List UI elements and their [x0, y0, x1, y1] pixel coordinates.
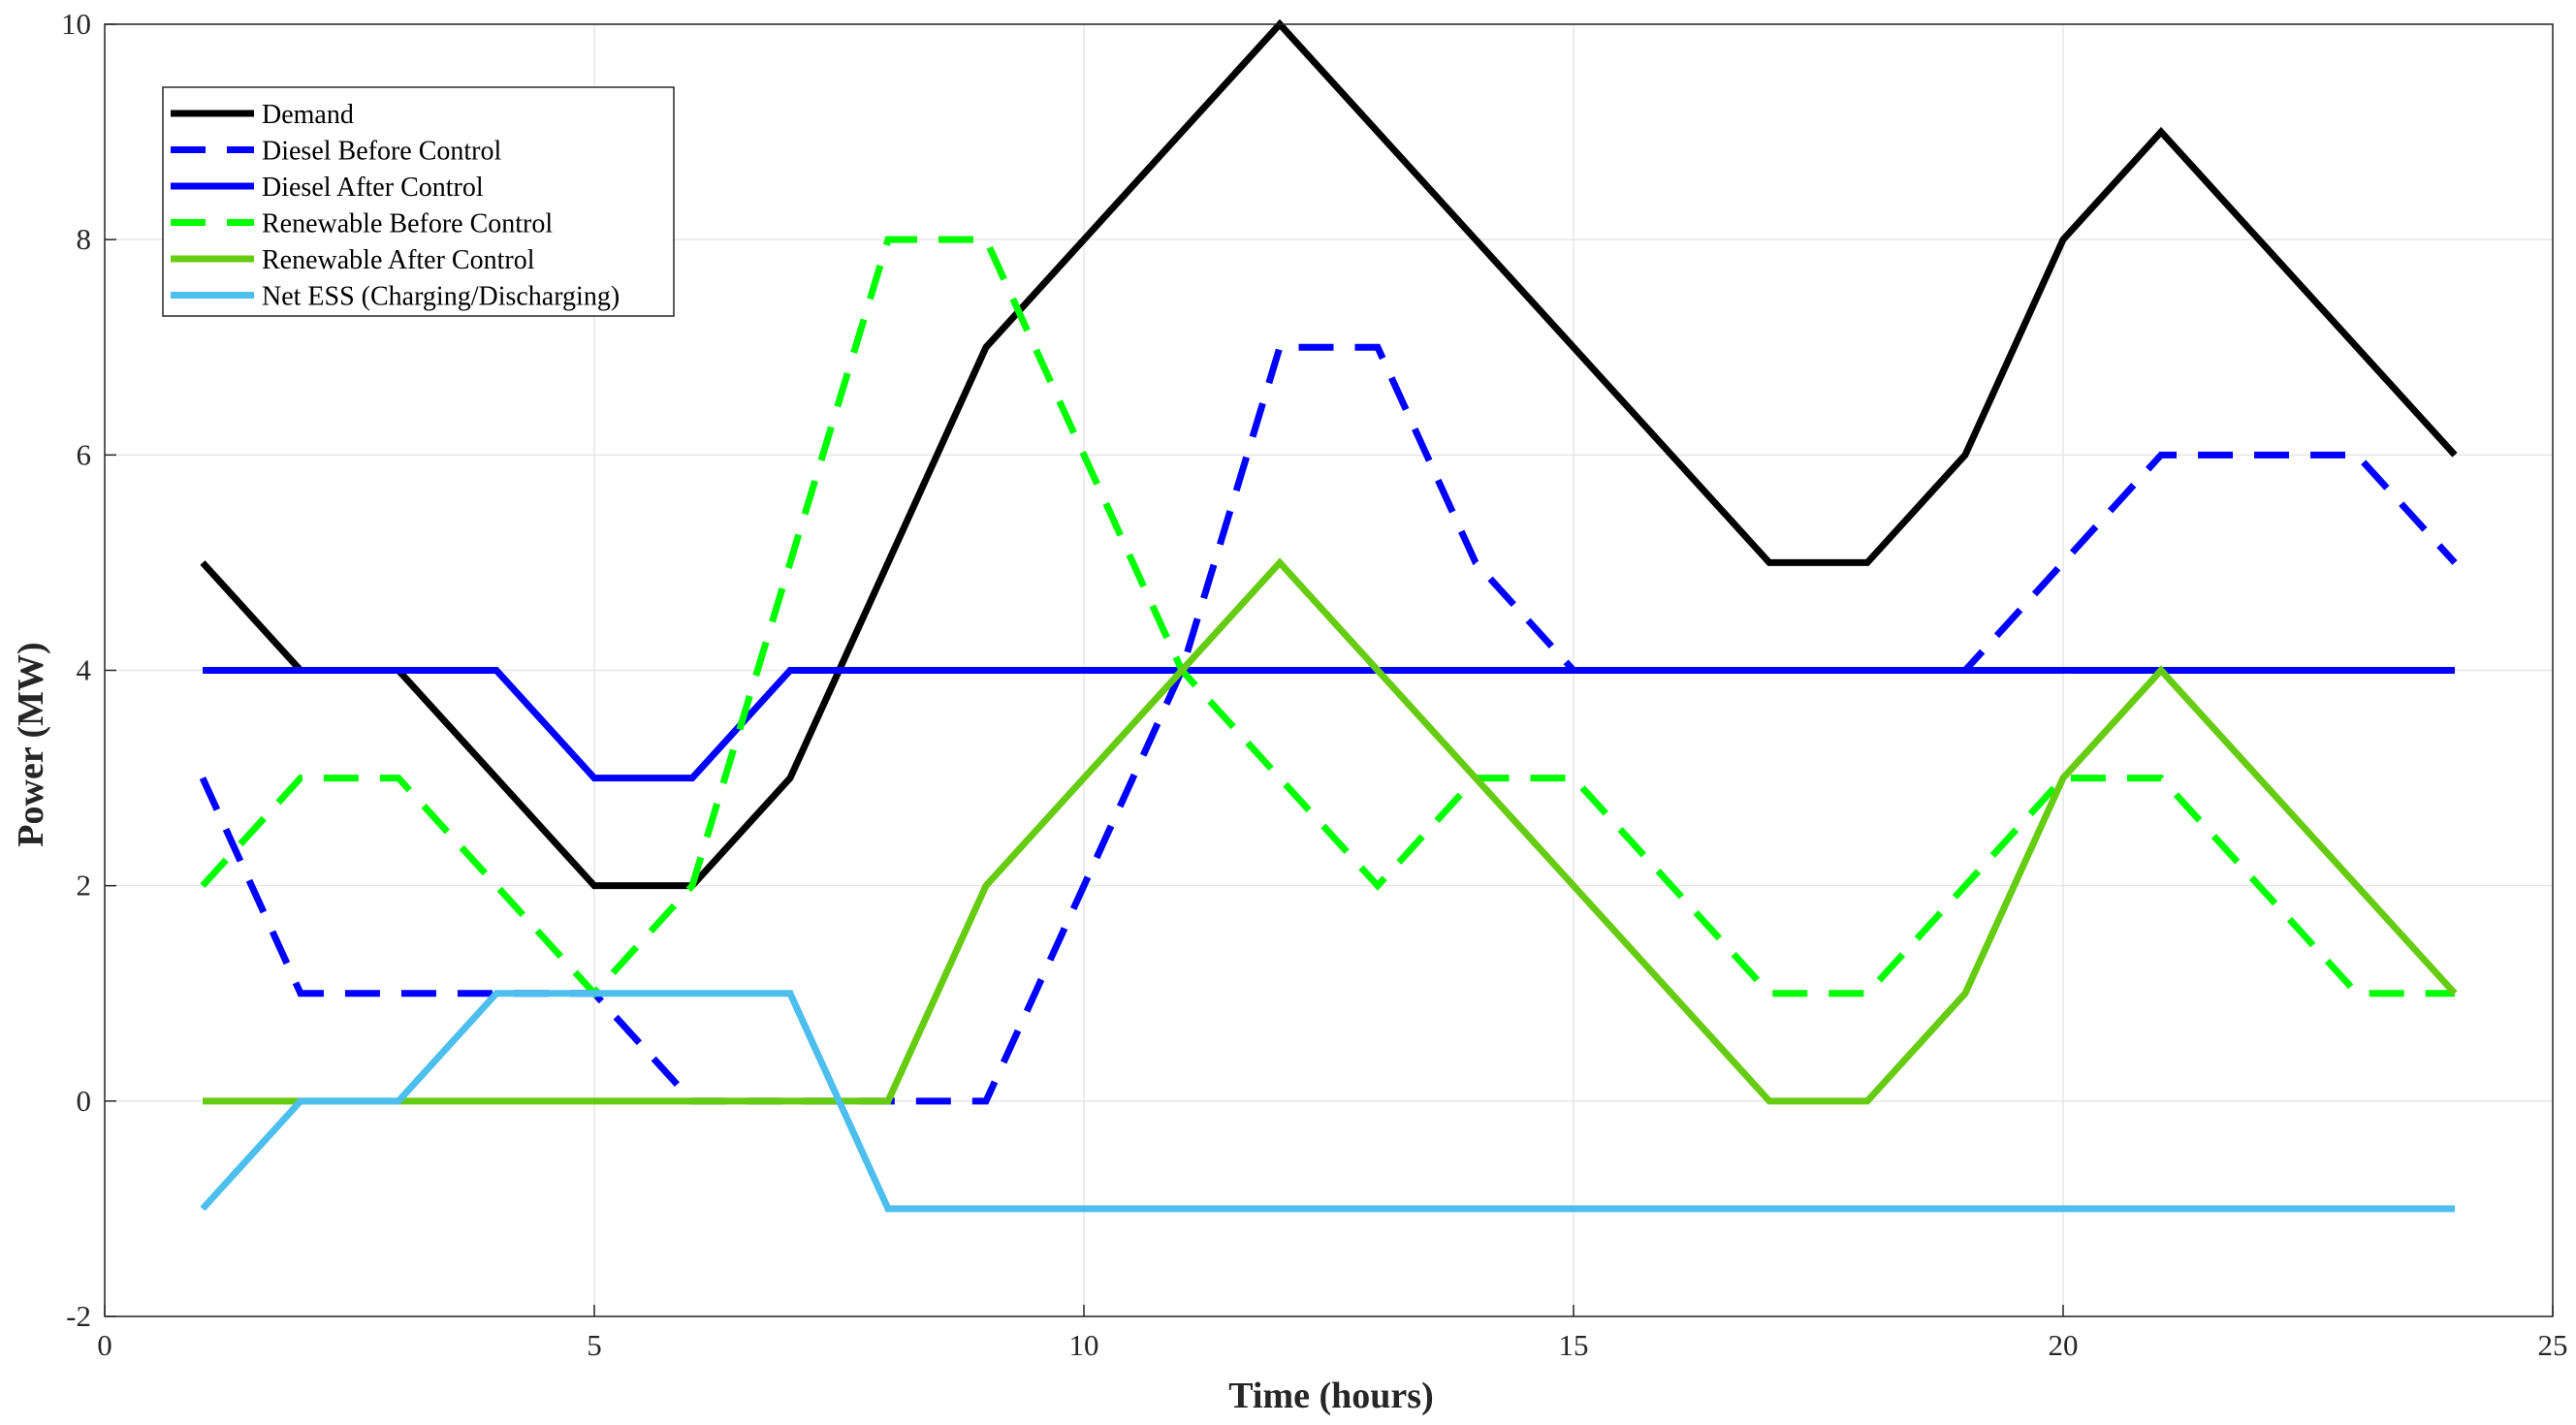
y-axis-label: Power (MW)	[11, 642, 51, 846]
legend-label: Diesel Before Control	[262, 137, 501, 167]
legend-label: Renewable Before Control	[262, 209, 553, 239]
legend-label: Net ESS (Charging/Discharging)	[262, 282, 620, 312]
legend-box	[162, 86, 675, 317]
series-line-renewable-after-control	[203, 557, 2458, 1105]
series-line-diesel-after-control	[203, 667, 2455, 782]
x-tick-label: 0	[97, 1328, 112, 1362]
y-tick-label: -2	[66, 1299, 91, 1333]
y-tick-label: 6	[77, 437, 92, 471]
y-tick-label: 4	[77, 653, 92, 687]
legend-label: Diesel After Control	[262, 173, 484, 203]
x-tick-label: 15	[1559, 1328, 1589, 1362]
x-axis-label: Time (hours)	[1228, 1376, 1433, 1416]
y-tick-label: 8	[77, 222, 92, 256]
legend: Demand Diesel Before Control Diesel After …	[162, 86, 675, 317]
y-tick-label: 0	[77, 1084, 92, 1118]
y-tick-label: 10	[61, 7, 91, 41]
series-line-demand	[200, 18, 2458, 890]
y-tick-label: 2	[77, 869, 92, 902]
series-line-net-ess-charging-discharging	[200, 990, 2455, 1213]
series-line-diesel-before-control	[199, 343, 2458, 1105]
series-lines	[199, 18, 2458, 1213]
legend-label: Demand	[262, 100, 354, 130]
legend-label: Renewable After Control	[262, 245, 535, 275]
x-tick-label: 10	[1069, 1328, 1099, 1362]
x-tick-label: 20	[2049, 1328, 2079, 1362]
x-tick-label: 5	[587, 1328, 602, 1362]
x-tick-label: 25	[2538, 1328, 2568, 1362]
series-line-renewable-before-control	[200, 236, 2455, 998]
